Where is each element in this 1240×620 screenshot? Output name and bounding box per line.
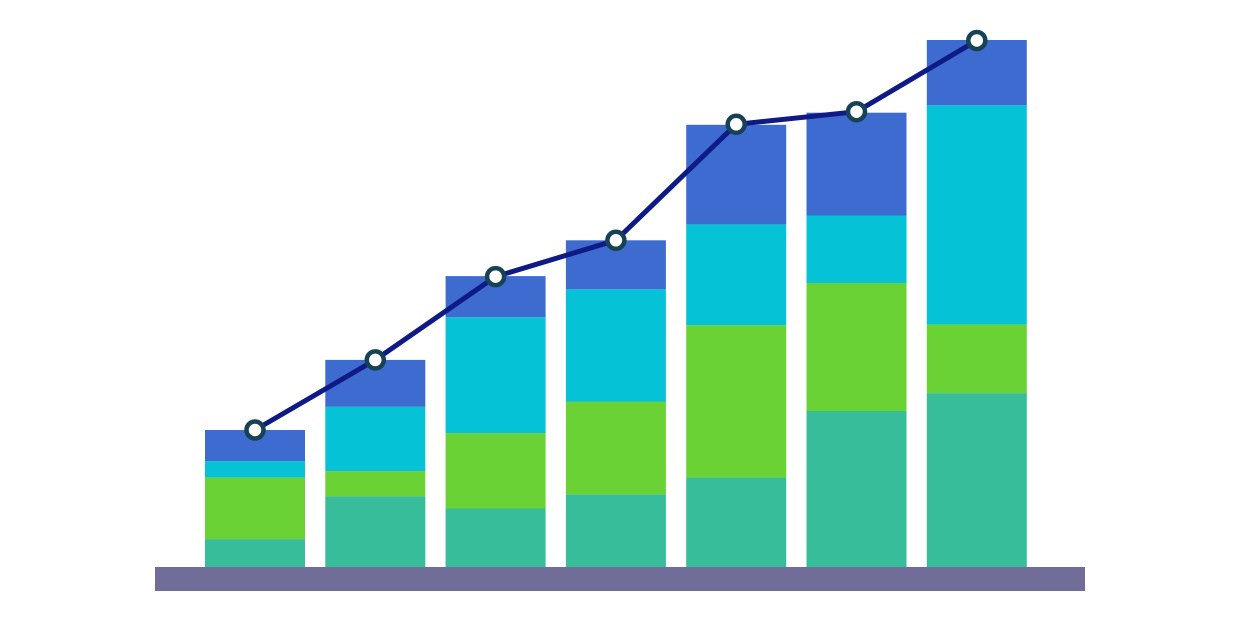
bar-segment-6-layer-3 — [806, 215, 907, 283]
trend-point-1 — [244, 419, 266, 441]
bar-segment-5-layer-1 — [686, 477, 787, 567]
bar-segment-6-layer-1 — [806, 411, 907, 567]
bar-segment-1-layer-1 — [205, 539, 305, 567]
bar-segment-6-layer-2 — [806, 282, 907, 411]
line-layer — [244, 29, 988, 441]
bar-segment-3-layer-2 — [445, 433, 546, 509]
bar-segment-2-layer-1 — [325, 496, 426, 567]
trend-point-6 — [845, 100, 868, 123]
bar-segment-7-layer-3 — [926, 105, 1027, 325]
bar-segment-3-layer-1 — [445, 508, 546, 567]
bar-segment-6-layer-4 — [806, 112, 907, 216]
bar-segment-1-layer-2 — [205, 477, 305, 540]
trend-point-2 — [364, 349, 387, 371]
bar-segment-2-layer-3 — [325, 406, 426, 472]
bar-segment-2-layer-2 — [325, 471, 426, 497]
bar-segment-1-layer-3 — [205, 461, 305, 478]
trend-point-4 — [605, 229, 627, 252]
bar-segment-5-layer-2 — [686, 325, 787, 478]
bar-segment-5-layer-4 — [686, 124, 787, 225]
bar-segment-3-layer-3 — [445, 317, 546, 434]
trend-point-3 — [484, 265, 507, 288]
trend-point-7 — [966, 29, 988, 52]
bar-segment-7-layer-1 — [926, 393, 1027, 567]
trend-point-5 — [725, 113, 747, 136]
bar-segment-5-layer-3 — [686, 224, 787, 326]
bar-segment-7-layer-2 — [926, 324, 1027, 394]
bar-segment-4-layer-2 — [565, 401, 666, 495]
x-axis-baseline — [155, 567, 1085, 591]
bar-segment-4-layer-1 — [565, 494, 666, 567]
bars-layer — [205, 40, 1027, 567]
bar-segment-4-layer-3 — [565, 289, 666, 402]
